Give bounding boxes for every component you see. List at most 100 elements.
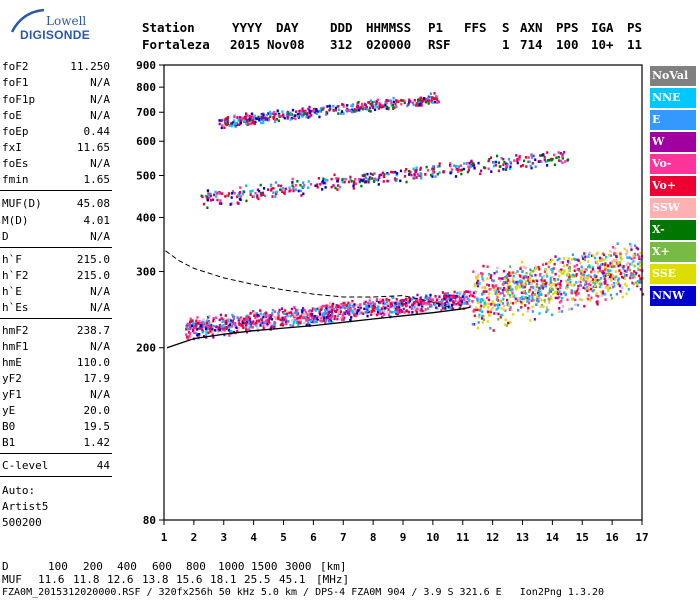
x-tick-label: 2: [191, 531, 198, 544]
echo-point: [586, 276, 589, 279]
echo-point: [243, 116, 247, 119]
echo-point: [596, 251, 599, 255]
echo-point: [288, 188, 292, 191]
echo-point: [460, 172, 463, 176]
echo-point: [271, 312, 274, 315]
echo-point: [553, 291, 556, 294]
echo-point: [239, 198, 242, 202]
echo-point: [612, 277, 615, 280]
echo-point: [251, 121, 254, 125]
echo-point: [438, 295, 441, 298]
echo-point: [579, 280, 582, 284]
echo-point: [593, 270, 596, 273]
echo-point: [204, 327, 208, 331]
echo-point: [351, 108, 354, 112]
param-hE: h`E N/A: [2, 285, 110, 299]
echo-point: [315, 109, 318, 113]
echo-point: [440, 300, 443, 303]
echo-point: [228, 192, 231, 195]
echo-point: [496, 306, 500, 310]
param-name: foEp: [2, 125, 29, 138]
echo-point: [288, 189, 291, 193]
echo-point: [372, 180, 376, 183]
echo-point: [472, 308, 476, 312]
echo-point: [196, 321, 199, 325]
echo-point: [188, 327, 192, 331]
x-tick-label: 9: [400, 531, 407, 544]
echo-point: [492, 279, 495, 283]
echo-point: [516, 159, 519, 163]
echo-point: [287, 112, 290, 116]
echo-point: [636, 262, 640, 266]
echo-point: [367, 304, 370, 308]
echo-point: [313, 320, 316, 324]
echo-point: [260, 318, 263, 322]
echo-point: [408, 305, 411, 309]
header-label-s: S: [502, 20, 510, 35]
auto-label: Auto:: [2, 484, 36, 497]
echo-point: [395, 178, 399, 181]
echo-point: [328, 320, 331, 323]
echo-point: [284, 187, 287, 191]
echo-point: [443, 294, 446, 298]
echo-point: [480, 298, 483, 302]
echo-point: [595, 260, 598, 263]
echo-point: [415, 169, 418, 172]
echo-point: [230, 196, 233, 199]
echo-point: [638, 279, 641, 283]
echo-point: [438, 304, 441, 307]
echo-point: [293, 314, 296, 317]
echo-point: [438, 171, 441, 174]
echo-point: [408, 310, 411, 314]
echo-point: [633, 270, 636, 273]
echo-point: [592, 281, 595, 284]
echo-point: [291, 324, 295, 328]
echo-point: [419, 300, 422, 303]
echo-point: [515, 285, 519, 288]
echo-point: [308, 109, 311, 112]
echo-point: [623, 247, 626, 251]
param-value: N/A: [90, 230, 110, 243]
echo-point: [439, 301, 442, 305]
echo-point: [232, 119, 236, 122]
echo-point: [549, 281, 552, 284]
echo-point: [261, 116, 265, 119]
echo-point: [492, 301, 495, 305]
echo-point: [402, 302, 405, 306]
echo-point: [519, 265, 523, 269]
echo-point: [363, 174, 366, 177]
echo-point: [201, 195, 204, 199]
echo-point: [374, 105, 377, 108]
param-name: yE: [2, 404, 16, 417]
echo-point: [431, 101, 434, 105]
echo-point: [419, 174, 422, 178]
echo-point: [318, 306, 321, 309]
echo-point: [302, 181, 305, 184]
echo-point: [390, 101, 393, 105]
legend-item-w: W: [650, 132, 696, 152]
param-B0: B0 19.5: [2, 420, 110, 434]
echo-point: [570, 283, 573, 287]
echo-point: [551, 270, 554, 274]
echo-point: [211, 327, 214, 331]
echo-point: [419, 172, 422, 175]
echo-point: [507, 304, 511, 308]
echo-point: [390, 103, 393, 107]
echo-point: [347, 301, 350, 305]
echo-point: [206, 196, 209, 200]
echo-point: [632, 274, 635, 278]
echo-point: [248, 117, 251, 121]
echo-point: [593, 282, 596, 285]
echo-point: [625, 270, 628, 273]
echo-point: [254, 120, 257, 124]
echo-point: [509, 285, 512, 288]
echo-point: [187, 337, 190, 340]
echo-point: [471, 299, 474, 303]
echo-point: [601, 291, 604, 295]
echo-point: [342, 318, 345, 321]
echo-point: [556, 258, 559, 262]
echo-point: [285, 322, 288, 326]
echo-point: [561, 155, 564, 158]
echo-point: [570, 297, 574, 301]
echo-point: [628, 256, 631, 259]
